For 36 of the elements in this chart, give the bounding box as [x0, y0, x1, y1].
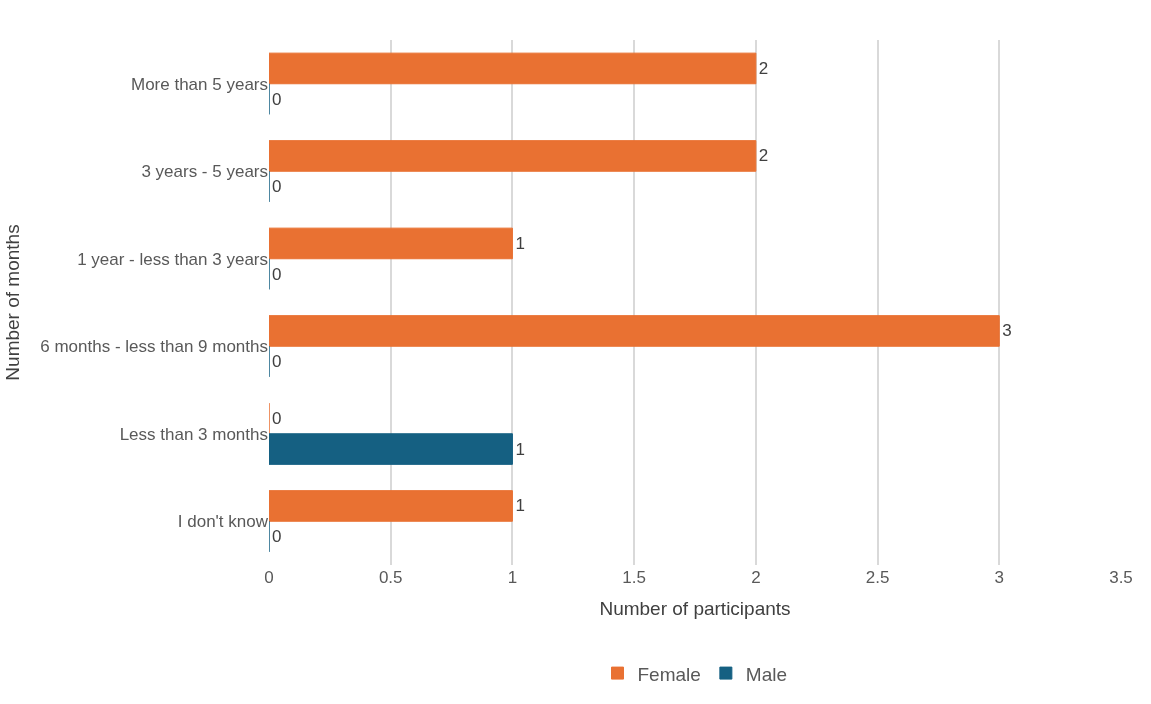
- data-label: 1: [515, 439, 525, 459]
- legend-label: Female: [637, 663, 701, 685]
- bar: [269, 140, 757, 172]
- bar: [269, 52, 757, 85]
- data-label: 2: [758, 146, 769, 166]
- x-tick-label: 3: [994, 568, 1005, 587]
- x-tick-label: 1: [507, 568, 518, 587]
- x-tick-label: 3.5: [1109, 568, 1133, 587]
- y-tick-label: 3 years - 5 years: [141, 162, 268, 182]
- bar: [269, 315, 1000, 347]
- data-label: 0: [272, 352, 282, 372]
- bar: [269, 433, 513, 465]
- x-tick-label: 1.5: [622, 568, 646, 587]
- bar: [269, 227, 513, 260]
- data-label: 0: [272, 264, 282, 284]
- y-tick-label: 6 months - less than 9 months: [40, 337, 268, 357]
- data-label: 1: [515, 233, 525, 253]
- data-label: 0: [272, 177, 282, 197]
- y-tick-label: Less than 3 months: [119, 424, 268, 444]
- x-tick-label: 0: [264, 568, 274, 587]
- data-label: 0: [272, 527, 282, 547]
- x-tick-label: 2: [751, 568, 761, 587]
- x-tick-label: 0.5: [378, 568, 403, 587]
- legend-label: Male: [745, 663, 788, 685]
- x-axis-title: Number of participants: [599, 597, 791, 619]
- bar: [269, 490, 513, 522]
- data-label: 0: [272, 408, 282, 428]
- y-axis-title: Number of months: [2, 224, 24, 381]
- data-label: 2: [758, 58, 769, 78]
- y-tick-label: 1 year - less than 3 years: [77, 249, 268, 269]
- y-tick-label: I don't know: [177, 512, 269, 532]
- y-tick-label: More than 5 years: [130, 74, 268, 94]
- data-label: 1: [515, 496, 525, 516]
- data-label: 0: [272, 89, 282, 109]
- data-label: 3: [1002, 321, 1012, 341]
- x-tick-label: 2.5: [865, 568, 890, 587]
